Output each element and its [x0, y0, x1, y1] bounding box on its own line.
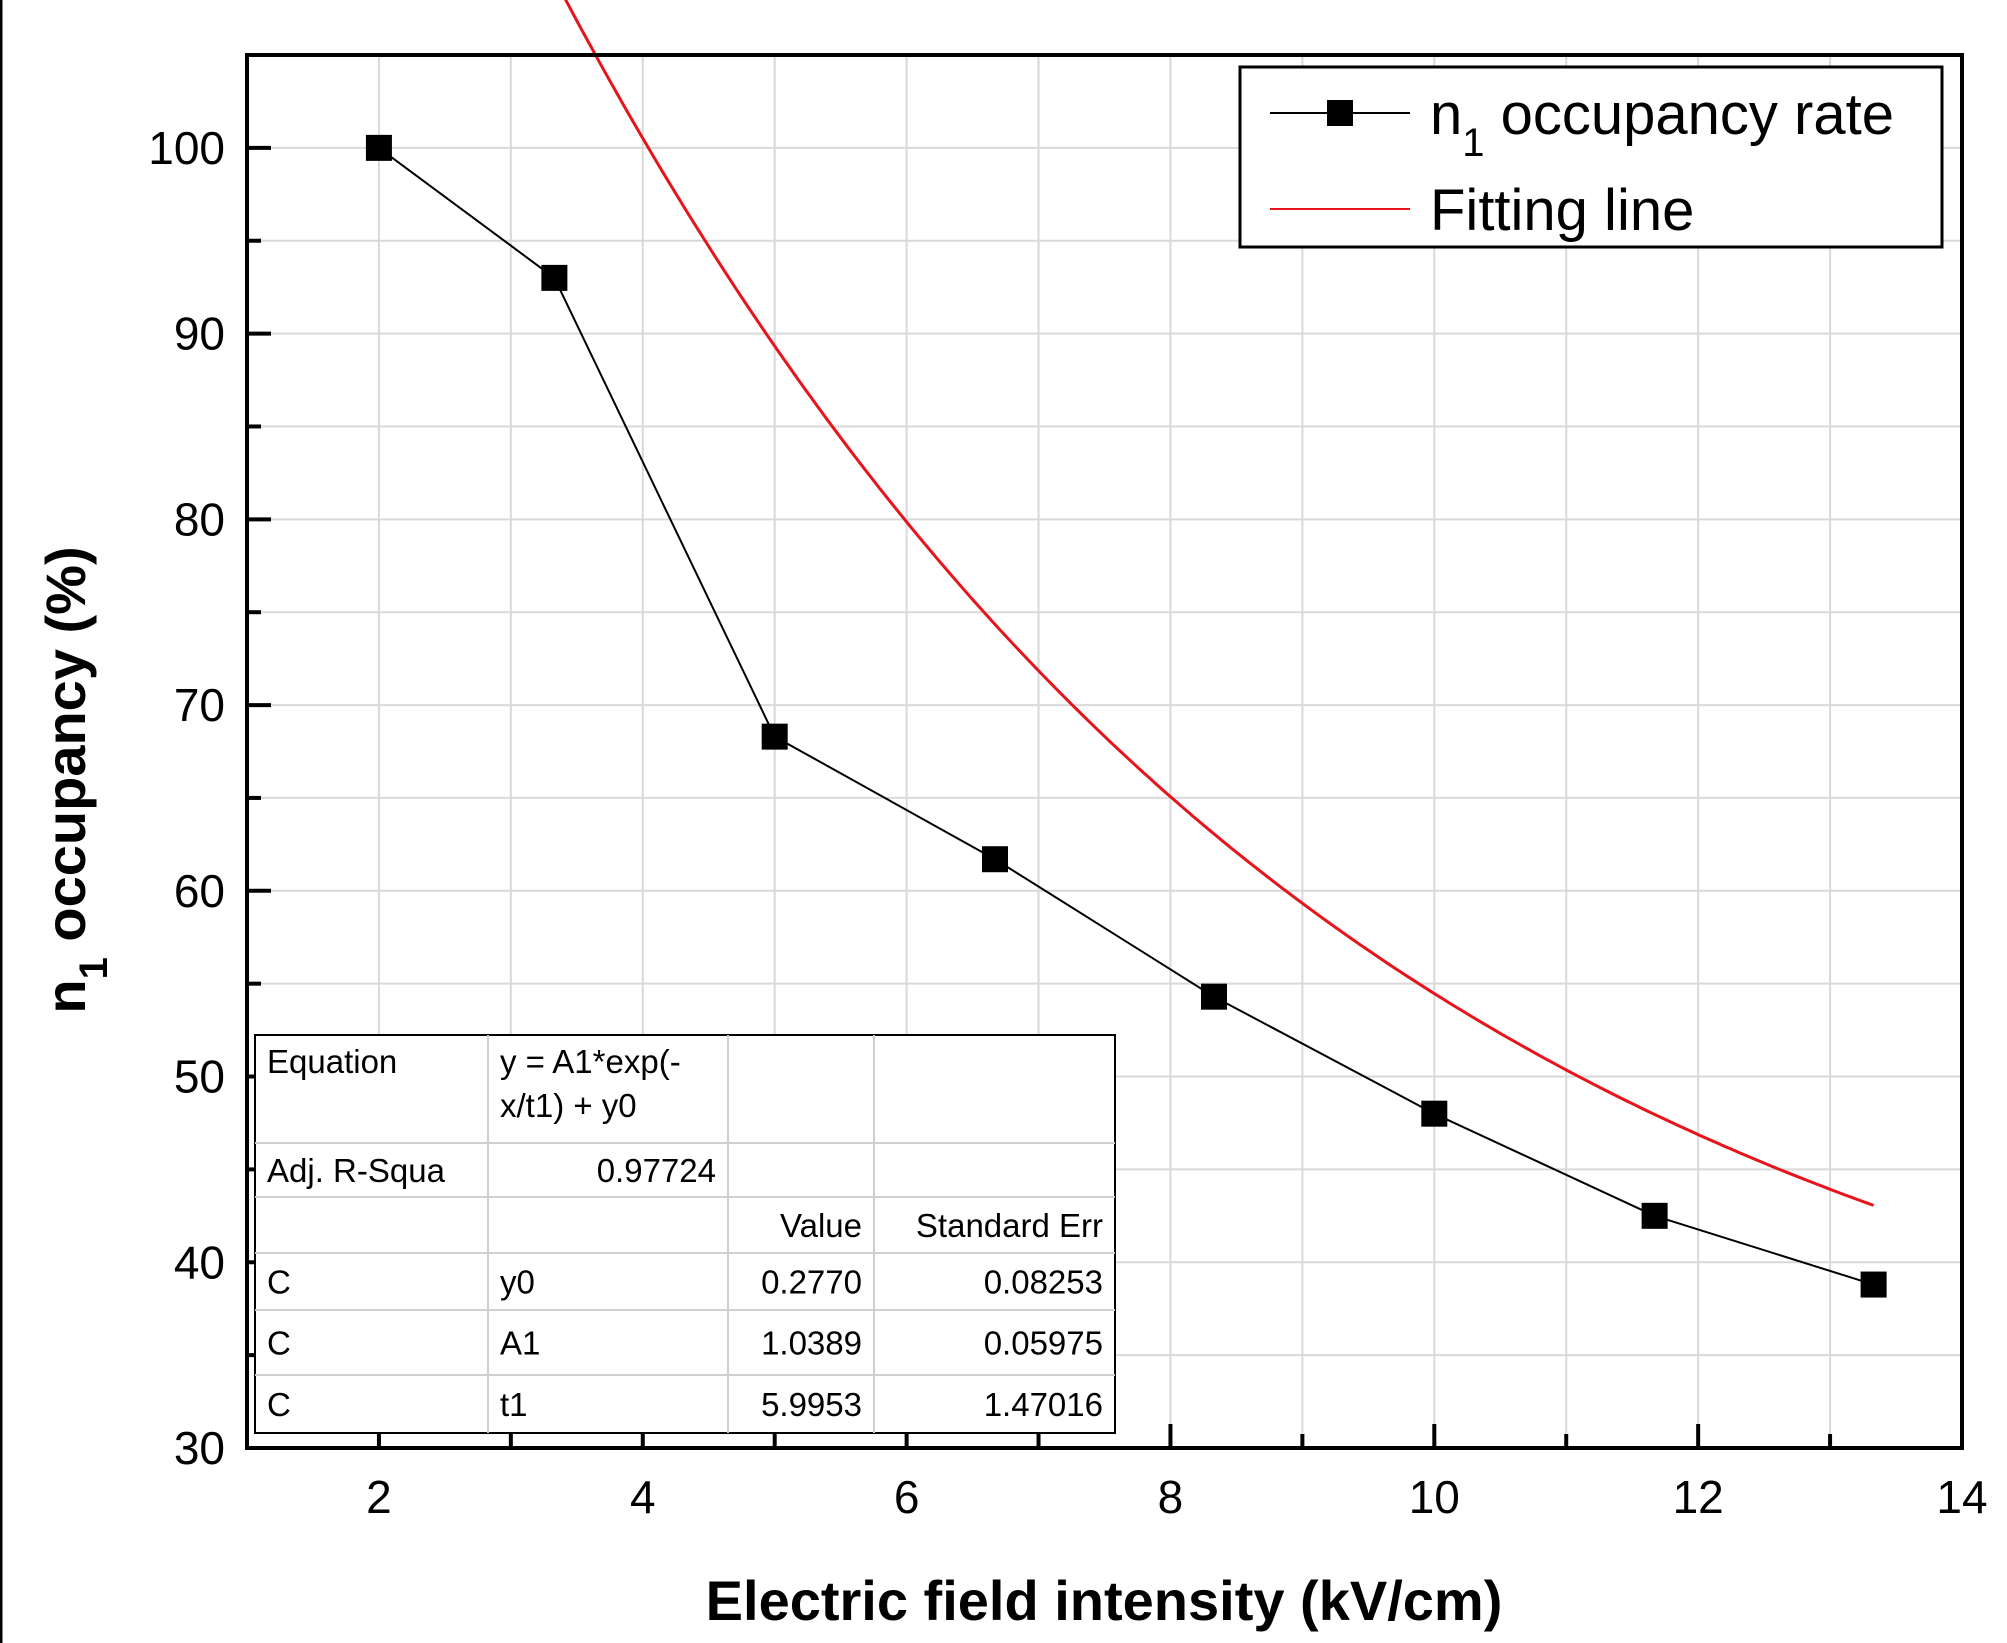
fit-table-cell: Adj. R-Squa [267, 1152, 446, 1189]
fit-table-cell-line: x/t1) + y0 [500, 1087, 637, 1124]
fit-table-cell-line: y = A1*exp(- [500, 1043, 681, 1080]
fit-table-box [254, 1034, 1116, 1434]
fit-table-cell: 0.05975 [984, 1325, 1103, 1362]
fit-table-cell: Standard Err [916, 1207, 1103, 1244]
x-tick-label: 14 [1936, 1471, 1987, 1523]
fit-table-cell-line: 1.47016 [984, 1386, 1103, 1423]
y-tick-label: 60 [174, 865, 225, 917]
data-point [365, 134, 392, 161]
legend-entry-0-main: n [1430, 82, 1462, 147]
fit-table-cell: t1 [500, 1386, 528, 1423]
x-tick-label: 6 [894, 1471, 920, 1523]
y-tick-label: 40 [174, 1236, 225, 1288]
data-point [982, 846, 1009, 873]
plot-area [365, 0, 1887, 1298]
x-tick-label: 2 [366, 1471, 392, 1523]
legend-swatch-marker-0 [1327, 100, 1353, 126]
x-tick-label: 4 [630, 1471, 656, 1523]
fit-table-cell-line: 0.05975 [984, 1325, 1103, 1362]
fit-table-cell-line: C [267, 1325, 291, 1362]
x-axis-title: Electric field intensity (kV/cm) [706, 1569, 1503, 1632]
fit-table-cell-line: Adj. R-Squa [267, 1152, 446, 1189]
fit-table-cell-line: t1 [500, 1386, 528, 1423]
fit-table-cell-line: 0.97724 [597, 1152, 716, 1189]
data-point [1421, 1100, 1448, 1127]
fit-table-cell: Equation [267, 1043, 397, 1080]
x-tick-label: 8 [1158, 1471, 1184, 1523]
fit-table-cell-line: 1.0389 [761, 1325, 862, 1362]
fit-table-cell: C [267, 1325, 291, 1362]
fit-table-cell: 1.0389 [761, 1325, 862, 1362]
fit-table-cell: Value [780, 1207, 862, 1244]
data-point [761, 723, 788, 750]
data-point [541, 264, 568, 291]
fit-table-cell: C [267, 1264, 291, 1301]
data-point [1200, 983, 1227, 1010]
axis-tick-labels: 2 4 6 8 10 12 14 30 40 50 60 70 80 90 100 [148, 122, 1987, 1523]
legend-box [1238, 65, 1944, 249]
fit-table-cell-line: Value [780, 1207, 862, 1244]
fit-table-cell-line: C [267, 1264, 291, 1301]
fit-table-cell-line: Equation [267, 1043, 397, 1080]
fit-table-cell: C [267, 1386, 291, 1423]
y-tick-label: 70 [174, 679, 225, 731]
y-axis-title: n1 occupancy (%) [34, 546, 116, 1013]
fit-table-cell-line: C [267, 1386, 291, 1423]
fit-table-cell-line: 0.08253 [984, 1264, 1103, 1301]
plot-frame [245, 53, 1964, 1450]
series-line [378, 147, 1874, 1286]
fit-curve [564, 0, 1875, 1207]
y-tick-label: 50 [174, 1051, 225, 1103]
fit-table-cell-line: A1 [500, 1325, 540, 1362]
legend-entry-0-rest: occupancy rate [1485, 82, 1894, 147]
y-tick-label: 100 [148, 122, 225, 174]
fit-table-cell-line: y0 [500, 1264, 535, 1301]
fit-table-cells: Equation y = A1*exp(- x/t1) + y0 Adj. R-Squ… [267, 1043, 1103, 1423]
data-point [1860, 1271, 1887, 1298]
fit-table-cell: 1.47016 [984, 1386, 1103, 1423]
y-axis-title-rest: occupancy (%) [34, 546, 97, 957]
legend-entry-0: n1 occupancy rate [1430, 82, 1894, 165]
y-tick-label: 30 [174, 1422, 225, 1474]
fit-table-cell-line: Standard Err [916, 1207, 1103, 1244]
legend-entry-1: Fitting line [1430, 178, 1694, 243]
y-tick-label: 80 [174, 493, 225, 545]
fit-table-cell: y = A1*exp(- x/t1) + y0 [500, 1043, 681, 1124]
fit-table-cell: 0.97724 [597, 1152, 716, 1189]
fit-table-cell: 0.2770 [761, 1264, 862, 1301]
fit-table-cell: 0.08253 [984, 1264, 1103, 1301]
y-axis-title-main: n [34, 979, 97, 1013]
x-tick-label: 12 [1673, 1471, 1724, 1523]
fit-table-rules [255, 1035, 1115, 1433]
fit-table-cell-line: 0.2770 [761, 1264, 862, 1301]
fit-table-cell: y0 [500, 1264, 535, 1301]
legend: n1 occupancy rate Fitting line [1238, 65, 1944, 249]
fit-table-cell: A1 [500, 1325, 540, 1362]
legend-entry-0-sub: 1 [1462, 121, 1484, 165]
fit-table-cell-line: 5.9953 [761, 1386, 862, 1423]
data-point [1641, 1202, 1668, 1229]
x-tick-label: 10 [1409, 1471, 1460, 1523]
y-tick-label: 90 [174, 308, 225, 360]
fit-table: Equation y = A1*exp(- x/t1) + y0 Adj. R-Squ… [254, 1034, 1116, 1434]
y-axis-title-sub: 1 [72, 957, 116, 979]
fit-table-cell: 5.9953 [761, 1386, 862, 1423]
